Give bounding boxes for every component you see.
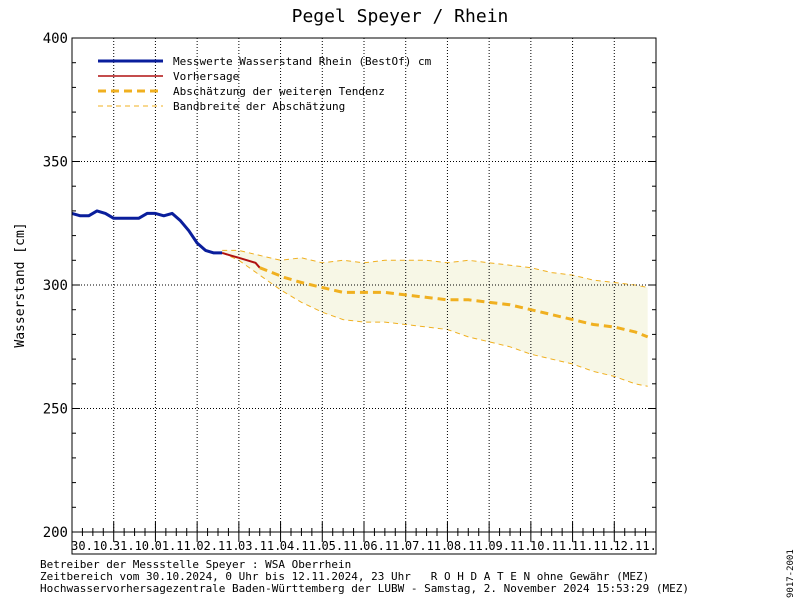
y-axis-label: Wasserstand [cm] [13,222,28,347]
x-tick-label: 05.11. [321,539,364,553]
x-tick-label: 02.11. [196,539,239,553]
legend: Messwerte Wasserstand Rhein (BestOf) cm V… [98,55,432,113]
x-tick-label: 06.11. [363,539,406,553]
legend-label: Vorhersage [173,70,239,83]
legend-label: Abschätzung der weiteren Tendenz [173,85,385,98]
x-tick-label: 30.10. [71,539,114,553]
y-tick-label: 400 [43,31,68,47]
series-measured-line [72,211,222,253]
band-fill [222,250,648,386]
y-tick-label: 350 [43,155,68,171]
y-tick-label: 300 [43,278,68,294]
y-tick-label: 250 [43,402,68,418]
x-tick-label: 09.11. [488,539,531,553]
chart-title: Pegel Speyer / Rhein [292,6,509,27]
x-tick-label: 31.10. [113,539,156,553]
y-tick-label: 200 [43,525,68,541]
x-tick-label: 03.11. [238,539,281,553]
footer-publisher: Hochwasservorhersagezentrale Baden-Württ… [40,583,689,594]
legend-label: Messwerte Wasserstand Rhein (BestOf) cm [173,55,432,68]
footer-operator: Betreiber der Messstelle Speyer : WSA Ob… [40,559,351,570]
footer-time-range: Zeitbereich vom 30.10.2024, 0 Uhr bis 12… [40,571,649,582]
x-tick-label: 12.11. [613,539,656,553]
x-tick-label: 01.11. [155,539,198,553]
x-tick-label: 04.11. [280,539,323,553]
band-layer [222,250,648,386]
x-tick-label: 07.11. [405,539,448,553]
x-tick-label: 08.11. [447,539,490,553]
legend-label: Bandbreite der Abschätzung [173,100,345,113]
station-id: 9017-2001 [786,549,796,598]
x-tick-label: 10.11. [530,539,573,553]
x-tick-label: 11.11. [572,539,615,553]
